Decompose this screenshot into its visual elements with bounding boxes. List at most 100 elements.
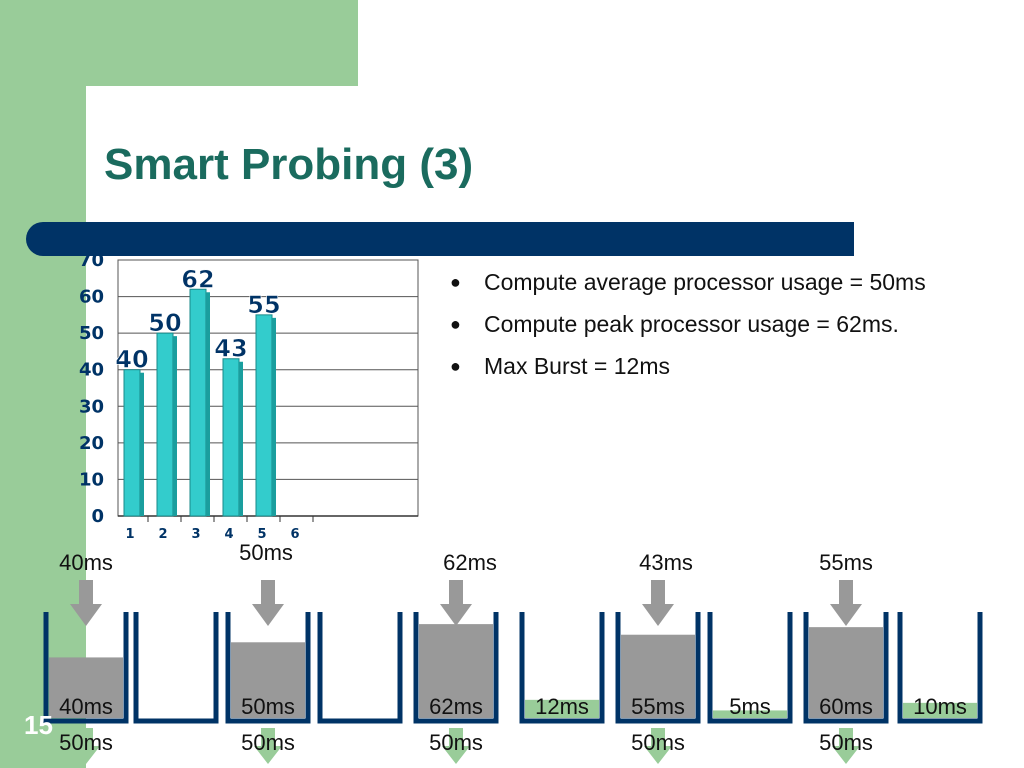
bar — [255, 314, 273, 517]
title-rule — [26, 222, 854, 256]
x-tick-label: 6 — [290, 527, 299, 542]
bucket: 5ms — [707, 612, 793, 724]
bar-data-label: 55 — [247, 291, 280, 319]
y-tick-label: 50 — [79, 323, 104, 344]
bucket-label: 5ms — [729, 694, 771, 719]
bucket: 50ms 50ms — [225, 612, 311, 764]
bucket-outline — [519, 612, 605, 724]
bar-data-label: 50 — [148, 309, 181, 337]
bucket-label: 40ms — [59, 694, 113, 719]
bullet-list: ● Compute average processor usage = 50ms … — [450, 266, 970, 392]
bucket: 62ms 50ms — [413, 612, 499, 764]
bar-data-label: 62 — [181, 265, 214, 293]
accent-corner — [86, 86, 128, 128]
bucket-label: 50ms — [241, 694, 295, 719]
bar-data-label: 40 — [115, 346, 148, 374]
burst-fill — [525, 699, 599, 718]
bucket — [317, 612, 403, 724]
bucket-diagram: 40ms 50ms 50ms 50ms 62ms 50ms 12ms 55ms 50ms 5ms 6… — [43, 540, 983, 764]
bar-side — [272, 317, 276, 516]
bullet-icon: ● — [450, 314, 461, 334]
usage-fill — [621, 634, 695, 718]
y-tick-label: 70 — [79, 252, 104, 271]
inflow-label: 55ms — [819, 550, 873, 575]
bucket-outline — [707, 612, 793, 724]
bucket-label: 10ms — [913, 694, 967, 719]
x-tick-label: 1 — [125, 527, 134, 542]
inflow-label: 50ms — [239, 540, 293, 565]
inflow-arrow-icon — [830, 580, 862, 626]
bucket: 60ms 50ms — [803, 612, 889, 764]
burst-fill — [713, 710, 787, 718]
y-tick-label: 30 — [79, 396, 104, 417]
outflow-arrow-icon — [72, 728, 100, 764]
outflow-label: 50ms — [241, 730, 295, 755]
bullet-item: ● Compute peak processor usage = 62ms. — [450, 308, 970, 341]
bucket-outline — [897, 612, 983, 724]
y-tick-label: 60 — [79, 287, 104, 308]
slide-number: 15 — [24, 710, 53, 740]
bucket-outline — [225, 612, 311, 724]
bullet-icon: ● — [450, 272, 461, 292]
bucket: 55ms 50ms — [615, 612, 701, 764]
left-accent-band — [0, 0, 86, 768]
bar-side — [140, 372, 144, 516]
outflow-label: 50ms — [429, 730, 483, 755]
inflow-arrow-icon — [70, 580, 102, 626]
inflow-arrow-icon — [252, 580, 284, 626]
x-tick-label: 4 — [224, 527, 233, 542]
bullet-item: ● Max Burst = 12ms — [450, 350, 970, 383]
bar — [156, 332, 174, 517]
usage-fill — [809, 627, 883, 718]
usage-fill — [231, 642, 305, 718]
inflow-label: 40ms — [59, 550, 113, 575]
bar-side — [206, 292, 210, 516]
y-tick-label: 40 — [79, 360, 104, 381]
outflow-label: 50ms — [59, 730, 113, 755]
bullet-item: ● Compute average processor usage = 50ms — [450, 266, 970, 299]
bucket-outline — [803, 612, 889, 724]
bucket-outline — [413, 612, 499, 724]
outflow-label: 50ms — [819, 730, 873, 755]
inflow-label: 43ms — [639, 550, 693, 575]
top-accent-band — [0, 0, 358, 86]
bar-side — [173, 336, 177, 516]
slide-title: Smart Probing (3) — [104, 140, 474, 189]
outflow-arrow-icon — [832, 728, 860, 764]
y-tick-label: 10 — [79, 469, 104, 490]
outflow-label: 50ms — [631, 730, 685, 755]
bar-data-label: 43 — [214, 335, 247, 363]
y-tick-label: 0 — [91, 506, 104, 527]
bar — [123, 369, 141, 517]
bucket — [133, 612, 219, 724]
bar-side — [239, 361, 243, 516]
x-tick-label: 3 — [191, 527, 200, 542]
usage-fill — [49, 657, 123, 718]
burst-fill — [903, 702, 977, 718]
usage-fill — [419, 624, 493, 718]
bar — [222, 358, 240, 517]
x-tick-label: 2 — [158, 527, 167, 542]
outflow-arrow-icon — [254, 728, 282, 764]
bucket-label: 12ms — [535, 694, 589, 719]
inflow-arrow-icon — [440, 580, 472, 626]
bullet-icon: ● — [450, 356, 461, 376]
y-tick-label: 20 — [79, 433, 104, 454]
bucket-outline — [133, 612, 219, 724]
bucket-outline — [317, 612, 403, 724]
x-tick-label: 5 — [257, 527, 266, 542]
outflow-arrow-icon — [644, 728, 672, 764]
bucket-outline — [43, 612, 129, 724]
bucket-label: 62ms — [429, 694, 483, 719]
outflow-arrow-icon — [442, 728, 470, 764]
bucket: 12ms — [519, 612, 605, 724]
usage-bar-chart: 0 10 20 30 40 50 60 70 1 40 2 50 3 62 4 43 5 55 6 — [60, 250, 432, 553]
bucket: 40ms 50ms — [43, 612, 129, 764]
bar — [189, 288, 207, 517]
bucket: 10ms — [897, 612, 983, 724]
inflow-arrow-icon — [642, 580, 674, 626]
inflow-label: 62ms — [443, 550, 497, 575]
bucket-label: 60ms — [819, 694, 873, 719]
bucket-outline — [615, 612, 701, 724]
